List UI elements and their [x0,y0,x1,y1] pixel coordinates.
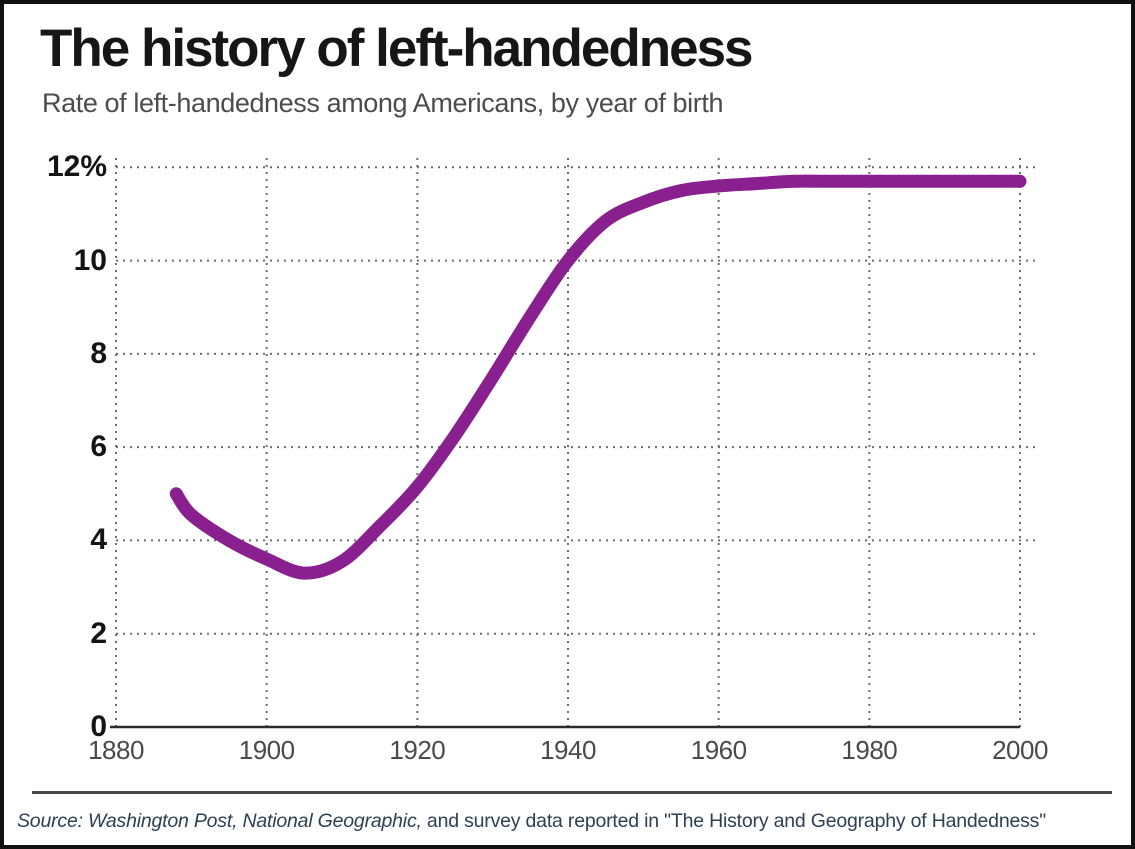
y-tick-label: 6 [90,430,107,464]
y-tick-label: 10 [73,243,107,277]
x-tick-label: 1880 [88,735,144,765]
x-tick-label: 1920 [389,735,446,765]
source-divider [32,791,1112,794]
y-tick-label: 4 [90,523,107,557]
x-tick-label: 1900 [238,735,295,765]
chart-title: The history of left-handedness [40,19,754,78]
source-description: and survey data reported in "The History… [421,810,1046,832]
x-tick-label: 2000 [992,735,1048,765]
y-tick-label: 8 [90,336,107,370]
left-handedness-curve [169,174,1027,580]
plot-area [110,158,1035,729]
y-tick-label: 0 [90,710,107,743]
chart-subtitle: Rate of left-handedness among Americans,… [42,88,724,118]
y-tick-label: 2 [90,616,107,650]
x-tick-label: 1980 [841,735,898,765]
x-tick-label: 1940 [540,735,596,765]
source-publications: Source: Washington Post, National Geogra… [17,810,422,832]
x-tick-label: 1960 [690,735,747,765]
y-tick-label: 12% [46,150,107,184]
source-note: Source: Washington Post, National Geogra… [17,810,1127,833]
